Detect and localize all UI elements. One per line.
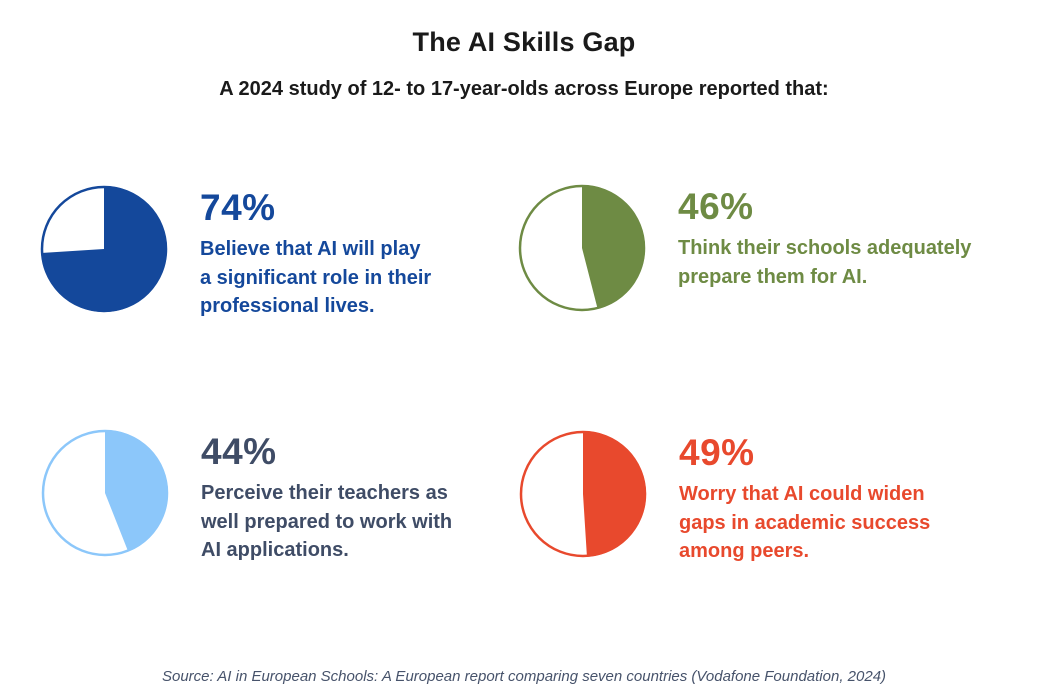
stat-line: Believe that AI will play xyxy=(200,238,421,260)
stat-text-block: 44% Perceive their teachers as well prep… xyxy=(201,429,452,565)
stat-line: Worry that AI could widen xyxy=(679,483,925,505)
stat-line: well prepared to work with xyxy=(201,510,453,533)
stat-percent: 74% xyxy=(200,187,276,228)
stat-line: Perceive their teachers as xyxy=(201,482,448,504)
stat-text-block: 46% Think their schools adequately prepa… xyxy=(678,184,971,291)
stat-line: AI applications. xyxy=(201,539,349,561)
stat-percent: 49% xyxy=(679,432,755,473)
source-line-1: Source: AI in European Schools: A Europe… xyxy=(161,668,887,685)
stat-text-block: 49% Worry that AI could widen gaps in ac… xyxy=(679,430,930,566)
pie-chart-46 xyxy=(518,184,646,312)
pie-chart-74 xyxy=(40,185,168,313)
stat-text-block: 74% Believe that AI will play a signific… xyxy=(200,185,431,321)
pie-chart-49 xyxy=(519,430,647,558)
pie-chart-44 xyxy=(41,429,169,557)
stat-card-worry-gaps: 49% Worry that AI could widen gaps in ac… xyxy=(519,430,930,566)
stat-percent: 44% xyxy=(201,431,277,472)
source-attribution: Source: AI in European Schools: A Europe… xyxy=(0,622,1048,696)
page-title: The AI Skills Gap xyxy=(412,27,636,57)
stat-card-believe-ai: 74% Believe that AI will play a signific… xyxy=(40,185,431,321)
stat-percent: 46% xyxy=(678,186,754,227)
stat-card-teachers-prepared: 44% Perceive their teachers as well prep… xyxy=(41,429,452,565)
stat-line: gaps in academic success xyxy=(679,511,931,534)
stat-line: Think their schools adequately xyxy=(678,237,972,259)
stat-line: prepare them for AI. xyxy=(678,265,868,288)
page-subtitle: A 2024 study of 12- to 17-year-olds acro… xyxy=(219,78,829,100)
stat-card-schools-prepare: 46% Think their schools adequately prepa… xyxy=(518,184,971,312)
stat-line: a significant role in their xyxy=(200,266,432,289)
stat-line: professional lives. xyxy=(200,295,375,317)
stat-line: among peers. xyxy=(679,540,810,562)
